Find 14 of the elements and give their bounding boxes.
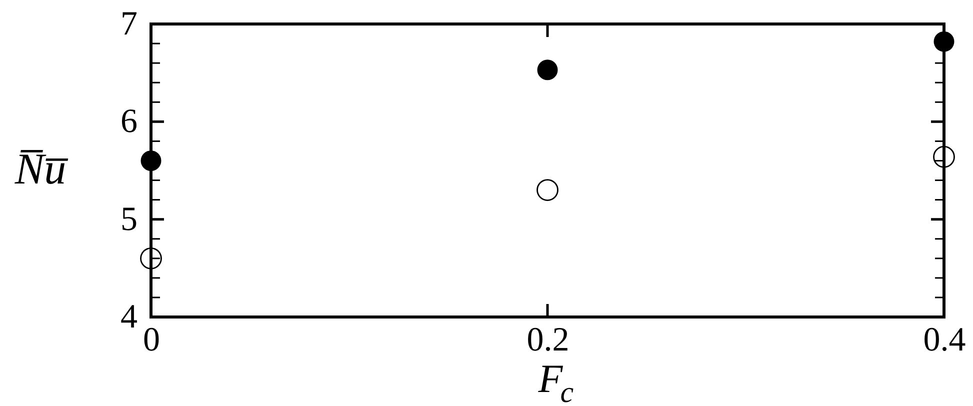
x-tick-label: 0 <box>143 322 160 358</box>
y-tick-label: 5 <box>120 200 138 238</box>
y-tick-label: 7 <box>120 6 138 42</box>
point <box>140 150 162 171</box>
x-tick-label: 0.4 <box>923 322 966 358</box>
point <box>934 31 954 52</box>
y-tick-label: 4 <box>120 298 138 336</box>
y-axis-title: N̅u̅ <box>14 144 69 194</box>
point <box>933 146 955 168</box>
y-tick-label: 6 <box>120 103 138 140</box>
point <box>537 60 558 80</box>
x-tick-label: 0.2 <box>526 322 570 358</box>
point <box>140 247 162 270</box>
point <box>536 179 558 201</box>
